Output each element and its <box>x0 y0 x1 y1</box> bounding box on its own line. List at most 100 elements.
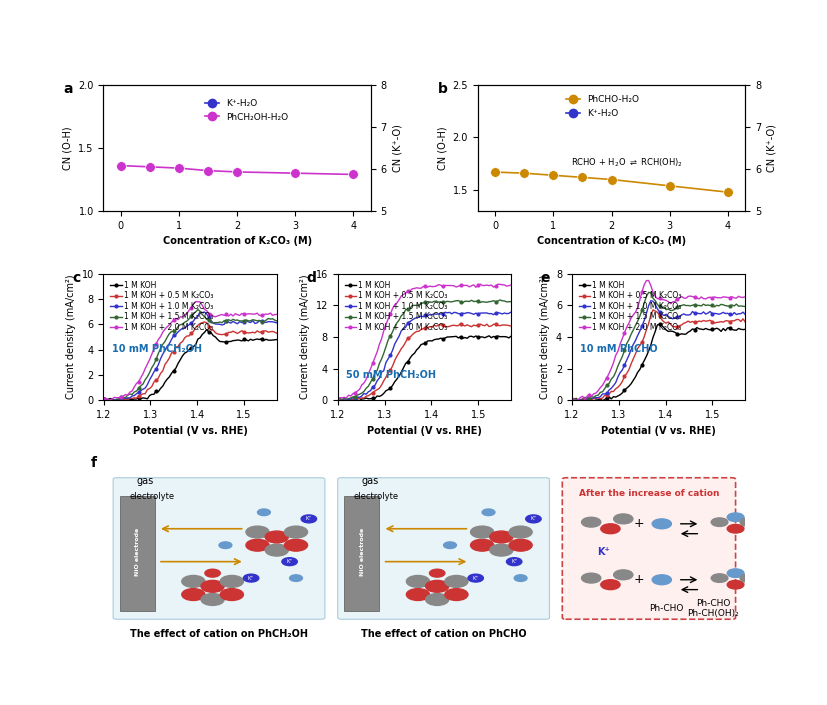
1 M KOH + 2.0 M K₂CO₃ <box>488 283 498 291</box>
1 M KOH <box>332 395 342 403</box>
Circle shape <box>652 575 671 584</box>
1 M KOH + 1.0 M K₂CO₃ <box>447 309 457 318</box>
Circle shape <box>444 575 467 587</box>
1 M KOH + 0.5 M K₂CO₃ <box>566 396 576 405</box>
1 M KOH + 2.0 M K₂CO₃ <box>221 310 231 319</box>
K⁺-H₂O <box>116 350 126 358</box>
1 M KOH + 1.0 M K₂CO₃ <box>195 307 205 316</box>
1 M KOH + 2.0 M K₂CO₃ <box>475 280 485 288</box>
Circle shape <box>443 542 456 548</box>
Circle shape <box>182 589 204 601</box>
Text: +: + <box>633 517 644 530</box>
K⁺-H₂O <box>174 348 184 356</box>
1 M KOH + 2.0 M K₂CO₃ <box>105 396 115 404</box>
1 M KOH + 1.0 M K₂CO₃ <box>488 310 498 319</box>
X-axis label: Potential (V vs. RHE): Potential (V vs. RHE) <box>600 426 715 436</box>
1 M KOH + 0.5 M K₂CO₃ <box>256 328 266 336</box>
1 M KOH + 1.0 M K₂CO₃ <box>566 396 576 405</box>
K⁺-H₂O <box>203 346 213 355</box>
Legend: K⁺-H₂O, PhCH₂OH-H₂O: K⁺-H₂O, PhCH₂OH-H₂O <box>201 95 291 125</box>
Line: K⁺-H₂O: K⁺-H₂O <box>116 343 358 359</box>
Text: Ph-CH(OH)₂: Ph-CH(OH)₂ <box>686 609 739 618</box>
1 M KOH + 1.5 M K₂CO₃ <box>488 296 498 305</box>
K⁺-H₂O <box>145 349 155 357</box>
1 M KOH <box>724 324 734 332</box>
1 M KOH + 1.0 M K₂CO₃ <box>437 309 447 318</box>
K⁺-H₂O <box>232 345 241 354</box>
1 M KOH + 2.0 M K₂CO₃ <box>98 396 108 404</box>
1 M KOH + 0.5 M K₂CO₃ <box>440 322 450 331</box>
Circle shape <box>506 558 521 565</box>
Circle shape <box>284 539 307 551</box>
Circle shape <box>600 524 619 534</box>
1 M KOH + 0.5 M K₂CO₃ <box>739 318 749 326</box>
PhCHO-H₂O <box>547 171 557 180</box>
Text: 50 mM PhCH₂OH: 50 mM PhCH₂OH <box>346 369 436 379</box>
Circle shape <box>201 580 224 592</box>
1 M KOH + 2.0 M K₂CO₃ <box>566 396 576 404</box>
1 M KOH <box>739 325 749 333</box>
Text: electrolyte: electrolyte <box>353 492 399 501</box>
Line: PhCH₂OH-H₂O: PhCH₂OH-H₂O <box>116 161 358 179</box>
1 M KOH <box>256 334 266 343</box>
1 M KOH + 0.5 M K₂CO₃ <box>221 330 231 338</box>
1 M KOH <box>437 335 447 343</box>
Text: K⁺: K⁺ <box>305 516 312 522</box>
Circle shape <box>204 569 220 577</box>
X-axis label: Potential (V vs. RHE): Potential (V vs. RHE) <box>132 426 247 436</box>
1 M KOH <box>676 329 686 338</box>
1 M KOH + 0.5 M K₂CO₃ <box>673 321 683 330</box>
Text: K⁺: K⁺ <box>472 575 478 581</box>
Circle shape <box>726 525 743 533</box>
1 M KOH + 1.0 M K₂CO₃ <box>206 317 216 325</box>
1 M KOH + 1.5 M K₂CO₃ <box>271 317 281 325</box>
Circle shape <box>710 518 727 527</box>
1 M KOH + 1.5 M K₂CO₃ <box>411 301 421 309</box>
PhCH₂OH-H₂O <box>290 169 300 178</box>
PhCH₂OH-H₂O <box>116 161 126 170</box>
Text: c: c <box>72 271 80 286</box>
1 M KOH <box>109 397 119 405</box>
1 M KOH <box>579 397 589 405</box>
1 M KOH + 1.5 M K₂CO₃ <box>447 298 457 306</box>
1 M KOH + 2.0 M K₂CO₃ <box>571 396 581 405</box>
Circle shape <box>289 575 302 582</box>
PhCHO-H₂O <box>722 188 732 197</box>
Circle shape <box>444 589 467 601</box>
1 M KOH + 1.5 M K₂CO₃ <box>337 396 347 404</box>
Text: RCHO + H$_2$O $\rightleftharpoons$ RCH(OH)$_2$: RCHO + H$_2$O $\rightleftharpoons$ RCH(O… <box>571 157 682 169</box>
1 M KOH + 0.5 M K₂CO₃ <box>645 311 655 319</box>
1 M KOH + 2.0 M K₂CO₃ <box>648 288 657 296</box>
1 M KOH <box>654 320 664 329</box>
1 M KOH + 1.0 M K₂CO₃ <box>739 310 749 319</box>
Circle shape <box>406 575 429 587</box>
1 M KOH + 1.5 M K₂CO₃ <box>177 320 187 329</box>
1 M KOH + 0.5 M K₂CO₃ <box>177 337 187 345</box>
Text: gas: gas <box>361 477 378 486</box>
Line: 1 M KOH + 1.5 M K₂CO₃: 1 M KOH + 1.5 M K₂CO₃ <box>336 298 512 401</box>
1 M KOH + 0.5 M K₂CO₃ <box>455 319 465 328</box>
1 M KOH <box>682 328 692 336</box>
1 M KOH + 1.0 M K₂CO₃ <box>271 319 281 327</box>
Circle shape <box>265 531 288 543</box>
1 M KOH + 0.5 M K₂CO₃ <box>505 322 515 331</box>
Circle shape <box>726 569 743 577</box>
1 M KOH + 0.5 M K₂CO₃ <box>98 395 108 403</box>
1 M KOH + 1.5 M K₂CO₃ <box>739 302 749 311</box>
1 M KOH + 1.0 M K₂CO₃ <box>337 396 347 405</box>
1 M KOH + 1.0 M K₂CO₃ <box>440 308 450 317</box>
1 M KOH <box>505 332 515 341</box>
1 M KOH + 1.0 M K₂CO₃ <box>332 396 342 404</box>
K⁺-H₂O <box>576 327 586 336</box>
Circle shape <box>600 580 619 589</box>
Text: The effect of cation on PhCHO: The effect of cation on PhCHO <box>361 629 526 639</box>
1 M KOH <box>271 336 281 344</box>
Line: 1 M KOH + 1.5 M K₂CO₃: 1 M KOH + 1.5 M K₂CO₃ <box>570 291 746 402</box>
1 M KOH + 1.0 M K₂CO₃ <box>108 397 117 405</box>
1 M KOH + 0.5 M K₂CO₃ <box>490 320 500 329</box>
Circle shape <box>613 570 632 580</box>
1 M KOH + 0.5 M K₂CO₃ <box>411 327 421 336</box>
1 M KOH + 2.0 M K₂CO₃ <box>271 310 281 319</box>
Line: 1 M KOH + 0.5 M K₂CO₃: 1 M KOH + 0.5 M K₂CO₃ <box>102 321 278 403</box>
1 M KOH <box>689 326 699 334</box>
